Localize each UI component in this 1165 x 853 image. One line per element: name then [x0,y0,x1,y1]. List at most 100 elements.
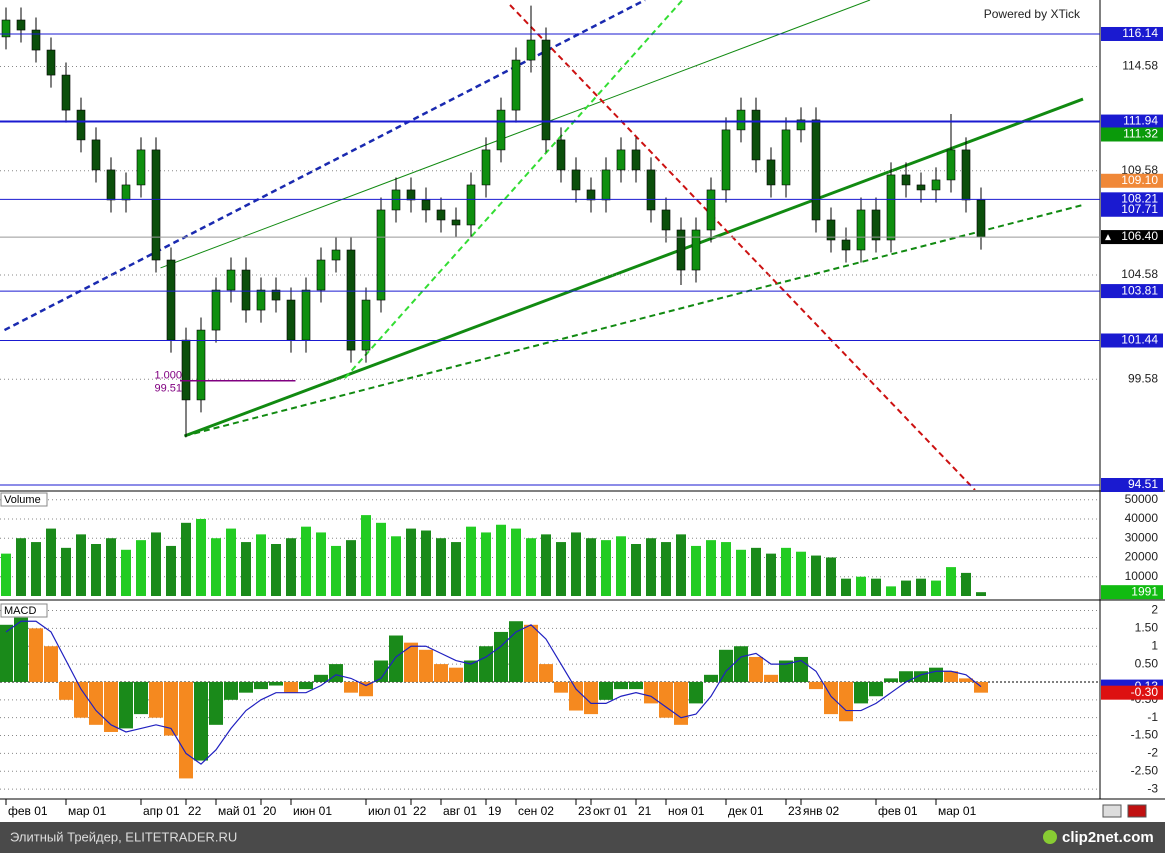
x-tick-label: янв 02 [803,804,840,818]
volume-bar [31,542,41,596]
candle-body [901,174,911,186]
candle-body [91,139,101,171]
level-box [1101,173,1163,188]
candle-body [976,199,986,238]
volume-bar [976,592,986,596]
volume-bar [346,540,356,596]
trend-line [509,4,976,490]
x-tick-label: июл 01 [368,804,407,818]
macd-bar [629,681,643,690]
footer-bar [0,822,1165,853]
macd-bar [899,671,913,682]
candle-body [421,199,431,211]
macd-bar [374,660,388,682]
level-label: 108.21 [1121,192,1158,206]
macd-bar [494,631,508,682]
candle-body [526,39,536,61]
macd-bar [569,681,583,711]
volume-bar [556,542,566,596]
macd-bar [0,624,13,682]
x-tick-label: фев 01 [878,804,918,818]
note: Powered by XTick [984,7,1081,21]
volume-bar [481,532,491,596]
candle-body [286,299,296,341]
macd-bar [809,681,823,690]
macd-bar [914,671,928,682]
macd-bar [764,674,778,682]
y-tick-label: 114.58 [1122,59,1158,73]
macd-bar [779,660,793,682]
volume-bar [496,524,506,596]
y-tick-label: -2.50 [1131,763,1159,777]
candle-body [661,209,671,231]
candle-body [946,149,956,181]
y-tick-label: 1.50 [1135,621,1159,635]
y-tick-label: 40000 [1125,511,1159,525]
candle-body [631,149,641,171]
candle-body [736,109,746,131]
volume-bar [91,544,101,596]
macd-bar [479,646,493,682]
candle-body [646,169,656,211]
volume-bar [766,553,776,596]
volume-bar [376,522,386,596]
volume-bar [811,555,821,596]
x-tick-label: мар 01 [938,804,977,818]
volume-bar [601,540,611,596]
macd-bar [659,681,673,718]
scroll-icon[interactable] [1102,804,1122,818]
candle-body [151,149,161,261]
macd-bar [284,681,298,693]
level-label: 107.71 [1121,202,1158,216]
signal-line [5,620,982,765]
volume-bar [796,551,806,596]
y-tick-label: 30000 [1125,530,1159,544]
macd-bar [554,681,568,693]
candle-body [766,159,776,186]
level-box [1101,114,1163,129]
y-tick-label: 1 [1151,638,1158,652]
macd-bar [884,678,898,682]
volume-bar [961,572,971,596]
exit-icon[interactable] [1127,804,1147,818]
x-tick-label: окт 01 [593,804,628,818]
candle-body [271,289,281,301]
x-tick-label: сен 02 [518,804,554,818]
candle-body [571,169,581,191]
volume-bar [136,540,146,596]
macd-bar [239,681,253,693]
volume-bar [916,578,926,596]
candle-body [691,229,701,271]
volume-bar [856,576,866,596]
macd-bar [719,649,733,682]
level-box [1101,26,1163,41]
volume-bar [691,545,701,596]
volume-bar [361,515,371,596]
volume-bar [901,580,911,596]
candle-body [841,239,851,251]
macd-bar [524,624,538,682]
macd-bar [419,649,433,682]
candle-body [871,209,881,241]
y-tick-label: -1.50 [1131,728,1159,742]
candle-body [556,139,566,171]
candle-body [586,189,596,201]
candle-body [226,269,236,291]
x-tick-label: 23 [788,804,802,818]
y-tick-label: 0.50 [1135,656,1159,670]
volume-bar [1,553,11,596]
volume-bar [436,538,446,596]
macd-bar [179,681,193,779]
macd-bar [44,646,58,682]
volume-bar [886,586,896,596]
x-tick-label: авг 01 [443,804,477,818]
candle-body [751,109,761,161]
macd-bar [674,681,688,725]
candle-body [436,209,446,221]
panel-title: Volume [4,494,41,506]
trend-line [160,0,871,269]
candle-body [256,289,266,311]
candle-body [931,179,941,191]
trend-line [3,0,646,332]
y-tick-label: -3 [1147,781,1158,795]
